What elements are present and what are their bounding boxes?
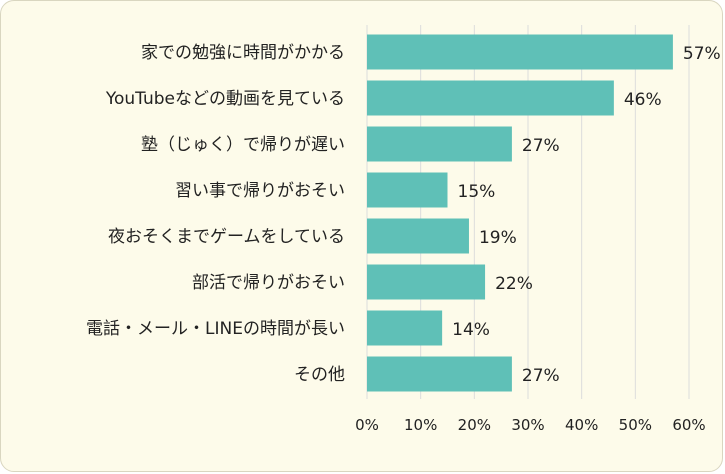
x-tick-label: 30%	[511, 416, 544, 434]
bar	[367, 264, 486, 300]
bar	[367, 34, 673, 70]
value-label: 46%	[624, 90, 662, 110]
value-label: 22%	[495, 274, 533, 294]
category-label: 部活で帰りがおそい	[192, 273, 345, 293]
category-label: 夜おそくまでゲームをしている	[108, 227, 345, 247]
value-label: 14%	[452, 320, 490, 340]
bar	[367, 126, 512, 162]
value-label: 57%	[683, 44, 721, 64]
x-tick-label: 60%	[672, 416, 705, 434]
bar	[367, 80, 614, 116]
category-labels: 家での勉強に時間がかかる YouTubeなどの動画を見ている塾（じゅく）で帰りが遅…	[86, 43, 345, 385]
category-label: その他	[294, 365, 345, 385]
bar	[367, 218, 469, 254]
category-label: 家での勉強に時間がかかる	[141, 43, 345, 63]
value-labels: 57% 46% 27% 15% 19% 22% 14% 27%	[452, 44, 721, 386]
bar	[367, 172, 448, 208]
bars	[367, 34, 673, 392]
category-label: YouTubeなどの動画を見ている	[105, 89, 345, 109]
category-label: 習い事で帰りがおそい	[175, 181, 345, 201]
bar	[367, 310, 443, 346]
x-tick-label: 40%	[565, 416, 598, 434]
x-tick-label: 20%	[458, 416, 491, 434]
value-label: 15%	[458, 182, 496, 202]
category-label: 塾（じゅく）で帰りが遅い	[141, 134, 345, 155]
bar	[367, 356, 512, 392]
x-tick-label: 50%	[619, 416, 652, 434]
x-tick-label: 0%	[355, 416, 379, 434]
value-label: 19%	[479, 228, 517, 248]
x-tick-label: 10%	[404, 416, 437, 434]
value-label: 27%	[522, 136, 560, 156]
x-axis-ticks: 0% 10% 20% 30% 40% 50% 60%	[355, 416, 706, 434]
category-label: 電話・メール・LINEの時間が長い	[86, 319, 345, 339]
value-label: 27%	[522, 366, 560, 386]
